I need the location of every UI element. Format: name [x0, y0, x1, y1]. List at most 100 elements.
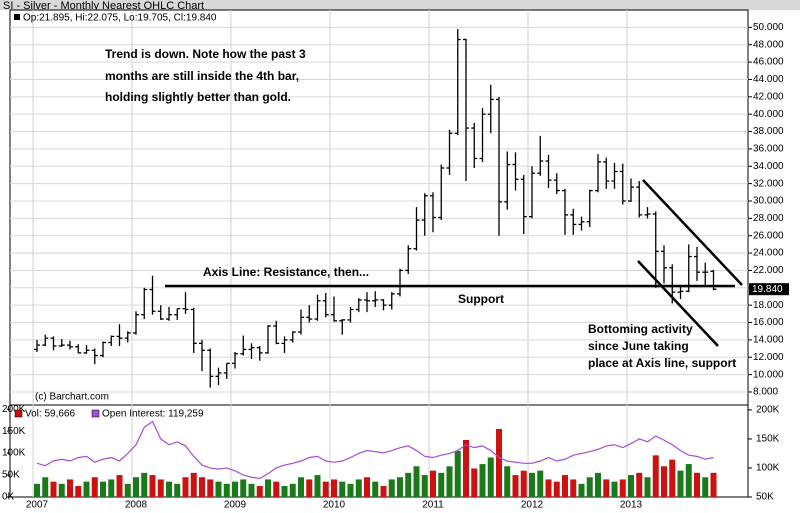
volume-bar	[306, 479, 313, 497]
y2-tick-label: 200K	[756, 405, 780, 416]
volume-bar	[248, 483, 255, 497]
x-tick-label: 2010	[323, 500, 346, 511]
y-tick-label: 26.000	[753, 230, 784, 241]
volume-bar	[471, 468, 478, 497]
volume-bar	[256, 486, 263, 497]
volume-bar	[67, 479, 73, 497]
volume-bar	[322, 481, 329, 497]
volume-bar	[223, 483, 230, 497]
x-tick-label: 2009	[224, 500, 247, 511]
volume-bar	[355, 479, 362, 497]
y-tick-label: 48.000	[753, 39, 784, 50]
y-tick-label: 38.000	[753, 126, 784, 137]
volume-bar	[83, 481, 90, 497]
volume-bar	[520, 470, 527, 497]
volume-bar	[454, 450, 461, 497]
y2-tick-label: 150K	[756, 434, 780, 445]
volume-bar	[133, 477, 139, 497]
annotation: months are still inside the 4th bar,	[105, 69, 299, 83]
annotation: Bottoming activity	[588, 322, 693, 336]
y-tick-label: 30.000	[753, 196, 784, 207]
y-tick-label: 16.000	[753, 317, 784, 328]
y-tick-label: 34.000	[753, 161, 784, 172]
volume-bar	[595, 472, 601, 497]
volume-bar	[578, 483, 585, 497]
info-icon	[14, 14, 20, 20]
volume-bar	[512, 475, 519, 497]
y-tick-label: 0K	[2, 492, 15, 503]
volume-bar	[545, 479, 552, 497]
volume-bar	[380, 486, 387, 497]
annotation: since June taking	[588, 339, 689, 353]
annotation: place at Axis line, support	[588, 356, 736, 370]
volume-bar	[190, 472, 197, 497]
y-tick-label: 10.000	[753, 369, 784, 380]
volume-bar	[405, 472, 412, 497]
volume-bar	[273, 481, 280, 497]
volume-bar	[570, 479, 577, 497]
price-panel	[9, 9, 749, 406]
last-price-label: 19.840	[752, 284, 783, 295]
volume-bar	[149, 475, 156, 497]
volume-bar	[240, 479, 247, 497]
volume-bar	[652, 455, 659, 497]
volume-bar	[685, 464, 692, 497]
volume-bar	[628, 475, 634, 497]
chart-title: SI - Silver - Monthly Nearest OHLC Chart	[3, 0, 204, 12]
y-tick-label: 8.000	[753, 387, 778, 398]
volume-bar	[141, 472, 148, 497]
x-tick-label: 2008	[125, 500, 148, 511]
volume-bar	[479, 464, 486, 497]
volume-bar	[75, 486, 82, 497]
y-tick-label: 50.000	[753, 22, 784, 33]
volume-bar	[34, 483, 40, 497]
annotation: holding slightly better than gold.	[105, 90, 291, 104]
volume-bar	[182, 477, 189, 497]
volume-bar	[108, 479, 115, 497]
volume-bar	[677, 470, 684, 497]
x-tick-label: 2012	[521, 500, 544, 511]
y-tick-label: 50K	[2, 470, 20, 481]
x-tick-label: 2011	[422, 500, 444, 511]
y-tick-label: 22.000	[753, 265, 784, 276]
y2-tick-label: 50K	[756, 492, 774, 503]
volume-bar	[339, 481, 346, 497]
marks	[34, 29, 717, 497]
volume-bar	[298, 477, 304, 497]
volume-bar	[694, 472, 700, 497]
volume-bar	[529, 472, 535, 497]
y-tick-label: 44.000	[753, 74, 784, 85]
volume-bar	[669, 459, 676, 497]
y-tick-label: 40.000	[753, 109, 784, 120]
volume-bar	[421, 475, 428, 497]
volume-bar	[116, 475, 123, 497]
volume-bar	[603, 479, 610, 497]
volume-bar	[397, 477, 403, 497]
y2-tick-label: 100K	[756, 463, 780, 474]
y-tick-label: 200K	[2, 404, 26, 415]
volume-bar	[331, 479, 337, 497]
volume-bar	[644, 477, 651, 497]
volume-bar	[586, 477, 593, 497]
legend-swatch	[14, 409, 23, 418]
volume-bar	[91, 477, 98, 497]
volume-bar	[413, 466, 420, 497]
annotation: Axis Line: Resistance, then...	[203, 265, 369, 279]
volume-bar	[281, 486, 288, 497]
credit: (c) Barchart.com	[35, 392, 109, 403]
volume-bar	[463, 439, 469, 497]
last-price-box	[749, 283, 789, 296]
volume-bar	[430, 470, 436, 497]
y-tick-label: 14.000	[753, 335, 784, 346]
y-tick-label: 28.000	[753, 213, 784, 224]
x-tick-label: 2007	[26, 500, 49, 511]
volume-bar	[372, 481, 379, 497]
volume-bar	[232, 481, 238, 497]
volume-bar	[50, 481, 57, 497]
volume-bar	[446, 466, 453, 497]
grid	[10, 10, 748, 497]
y-tick-label: 32.000	[753, 178, 784, 189]
volume-bar	[174, 483, 181, 497]
volume-bar	[265, 479, 271, 497]
y-tick-label: 24.000	[753, 248, 784, 259]
